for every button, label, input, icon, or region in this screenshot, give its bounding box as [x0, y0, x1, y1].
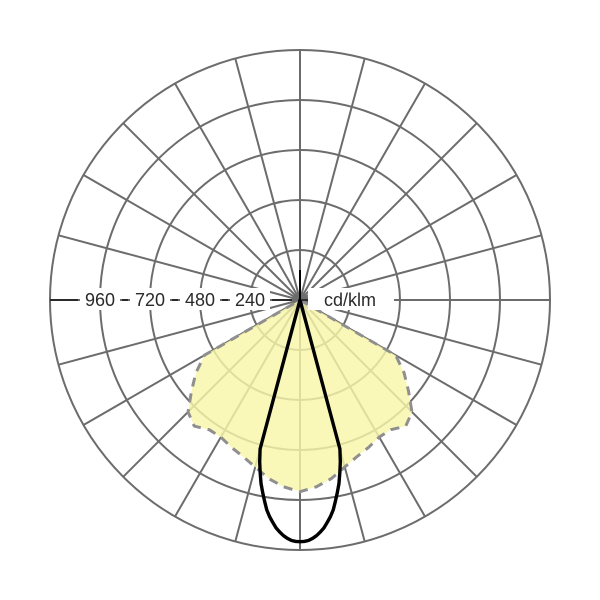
axis-tick-label: 480: [185, 290, 215, 310]
axis-unit-label: cd/klm: [324, 290, 376, 310]
axis-tick-label: 720: [135, 290, 165, 310]
axis-tick-label: 240: [235, 290, 265, 310]
axis-tick-label: 960: [85, 290, 115, 310]
photometric-polar-chart: 960 720 480 240 cd/klm: [0, 0, 600, 600]
